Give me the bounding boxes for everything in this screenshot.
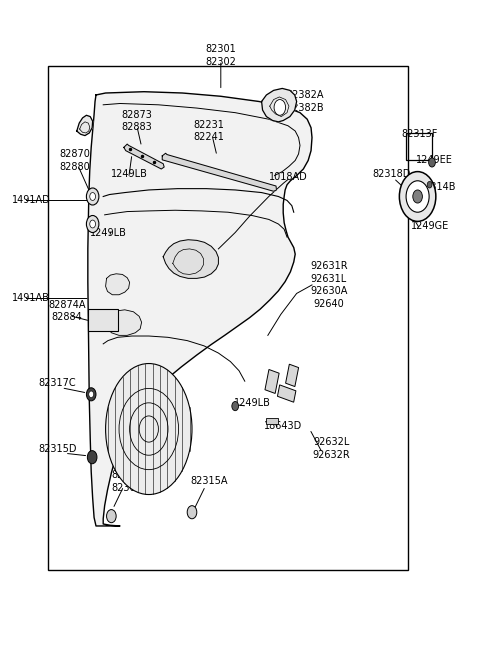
Polygon shape <box>88 92 312 526</box>
Text: 82318D: 82318D <box>372 168 410 179</box>
Text: 1249LB: 1249LB <box>111 168 148 179</box>
Polygon shape <box>107 310 142 335</box>
Text: 1249LB: 1249LB <box>234 398 270 408</box>
Polygon shape <box>77 115 93 136</box>
Polygon shape <box>262 88 297 122</box>
Bar <box>286 364 299 386</box>
Text: 82315A: 82315A <box>190 476 228 487</box>
Text: 92631R
92631L
92630A
92640: 92631R 92631L 92630A 92640 <box>310 261 348 309</box>
Polygon shape <box>162 153 276 191</box>
Text: 1249GE: 1249GE <box>410 221 449 231</box>
Polygon shape <box>124 144 164 169</box>
Circle shape <box>187 506 197 519</box>
Text: 1491AB: 1491AB <box>12 293 50 303</box>
Circle shape <box>89 391 94 398</box>
Circle shape <box>406 181 429 212</box>
Text: 82870
82880: 82870 82880 <box>59 149 90 172</box>
Text: 82231
82241: 82231 82241 <box>193 120 224 142</box>
Circle shape <box>90 220 96 228</box>
Circle shape <box>86 188 99 205</box>
Polygon shape <box>163 240 218 278</box>
Circle shape <box>86 388 96 401</box>
Text: 18643D: 18643D <box>264 421 302 431</box>
Polygon shape <box>106 274 130 295</box>
Circle shape <box>429 158 435 167</box>
FancyArrowPatch shape <box>427 187 428 188</box>
FancyBboxPatch shape <box>88 309 118 331</box>
Circle shape <box>399 172 436 221</box>
Text: 82315D: 82315D <box>38 443 77 454</box>
Text: 82382A
82382B: 82382A 82382B <box>286 90 324 113</box>
Circle shape <box>232 402 239 411</box>
Text: 82317C: 82317C <box>39 378 76 388</box>
Bar <box>48 66 408 570</box>
Circle shape <box>107 510 116 523</box>
Bar <box>406 133 432 160</box>
Text: 82874A
82884: 82874A 82884 <box>48 300 86 322</box>
Text: 1249LB: 1249LB <box>90 227 126 238</box>
Bar <box>265 369 279 394</box>
Bar <box>277 385 296 402</box>
Text: 1491AD: 1491AD <box>12 195 51 205</box>
Ellipse shape <box>106 364 192 495</box>
Text: 8230A
8230E: 8230A 8230E <box>111 470 143 493</box>
Circle shape <box>90 193 96 200</box>
Circle shape <box>87 451 97 464</box>
Text: 82873
82883: 82873 82883 <box>121 110 152 132</box>
Text: 82301
82302: 82301 82302 <box>205 45 236 67</box>
Text: 92632L
92632R: 92632L 92632R <box>312 438 350 460</box>
Text: 1249EE: 1249EE <box>416 155 453 166</box>
Circle shape <box>413 190 422 203</box>
Circle shape <box>274 100 286 115</box>
Circle shape <box>86 215 99 233</box>
Text: 82314B: 82314B <box>418 181 456 192</box>
Text: 1018AD: 1018AD <box>269 172 307 182</box>
Bar <box>266 418 278 424</box>
Circle shape <box>427 181 432 188</box>
Text: 82313F: 82313F <box>402 129 438 140</box>
